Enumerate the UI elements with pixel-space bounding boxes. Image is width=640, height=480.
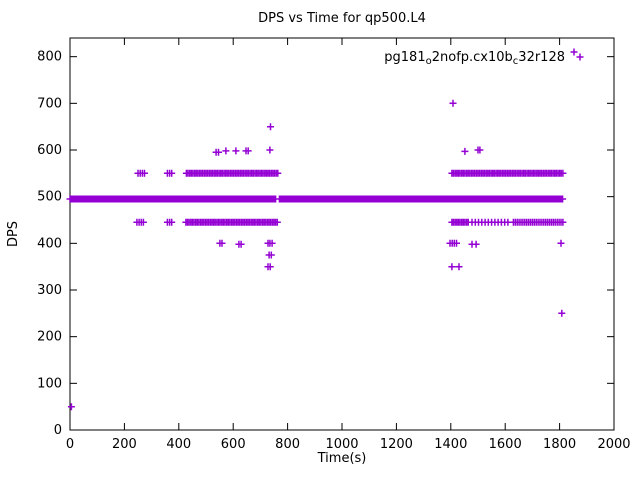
y-tick-label: 300 <box>37 283 62 298</box>
legend-marker-icon <box>576 53 584 61</box>
x-tick-label: 400 <box>166 437 191 452</box>
y-tick-label: 700 <box>37 96 62 111</box>
y-tick-label: 0 <box>54 423 62 438</box>
x-tick-label: 0 <box>66 437 74 452</box>
y-tick-label: 500 <box>37 190 62 205</box>
x-tick-label: 600 <box>221 437 246 452</box>
y-tick-label: 400 <box>37 236 62 251</box>
x-tick-label: 800 <box>275 437 300 452</box>
x-tick-label: 200 <box>112 437 137 452</box>
chart-title: DPS vs Time for qp500.L4 <box>258 11 426 26</box>
x-tick-label: 1800 <box>543 437 576 452</box>
x-tick-label: 1600 <box>489 437 522 452</box>
x-tick-label: 1400 <box>434 437 467 452</box>
y-axis-label: DPS <box>6 221 21 247</box>
y-tick-label: 600 <box>37 143 62 158</box>
legend-label: pg181o2nofp.cx10bc32r128 <box>384 50 565 67</box>
x-tick-label: 1200 <box>380 437 413 452</box>
y-tick-label: 800 <box>37 50 62 65</box>
x-tick-label: 2000 <box>597 437 630 452</box>
plot-border <box>69 37 615 431</box>
scatter-points <box>66 48 578 411</box>
y-tick-label: 100 <box>37 376 62 391</box>
x-axis-label: Time(s) <box>317 451 367 466</box>
y-tick-label: 200 <box>37 330 62 345</box>
x-tick-label: 1000 <box>325 437 358 452</box>
